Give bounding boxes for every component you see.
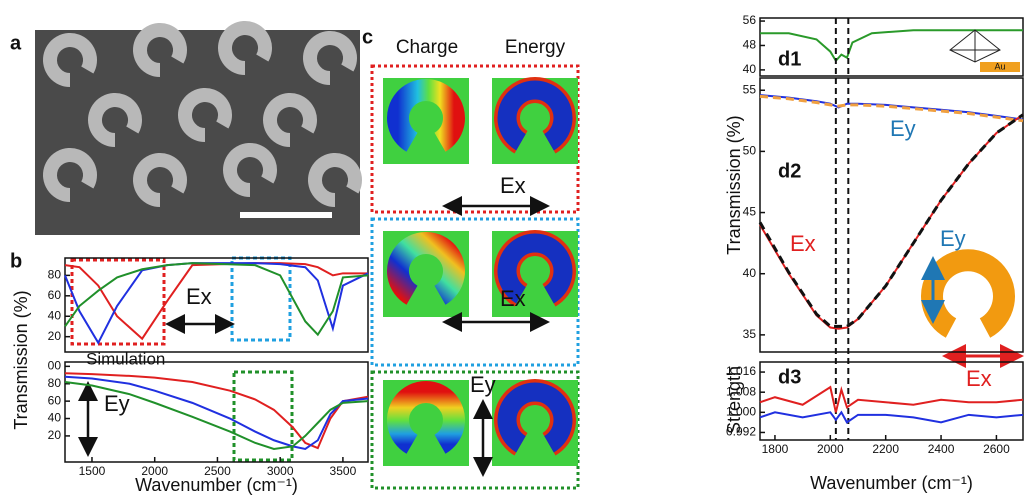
energy-map (497, 233, 573, 304)
series-line (64, 372, 369, 450)
x-tick-label: 2000 (817, 442, 844, 456)
scale-bar (240, 212, 332, 218)
highlight-box (232, 370, 294, 462)
y-axis-label: Strength (724, 366, 744, 434)
y-tick-label: 20 (48, 329, 62, 343)
series-line (64, 262, 369, 345)
y-tick-label: 48 (743, 38, 757, 52)
y-tick-label: 1.008 (726, 384, 756, 398)
crescent (88, 93, 142, 148)
column-header: Energy (505, 37, 566, 58)
highlight-box (230, 256, 292, 342)
y-tick-label: 60 (48, 393, 62, 407)
energy-map (497, 80, 573, 151)
x-tick-label: 2400 (928, 442, 955, 456)
plot-frame (759, 77, 1024, 353)
y-tick-label: 00 (48, 359, 62, 373)
plot-frame (64, 361, 369, 463)
crescent (178, 88, 232, 143)
molecule-inset (949, 29, 1020, 72)
y-tick-label: 40 (48, 411, 62, 425)
crescent (133, 153, 187, 208)
panel-label: d1 (778, 48, 801, 70)
y-tick-label: 1.016 (726, 364, 756, 378)
y-tick-label: 55 (743, 82, 757, 96)
y-tick-label: 50 (743, 144, 757, 158)
y-tick-label: 1.000 (726, 404, 756, 418)
y-tick-label: 56 (743, 13, 757, 27)
column-header: Charge (396, 37, 458, 58)
y-axis-label: Transmission (%) (11, 290, 31, 429)
crescent (43, 148, 97, 203)
series-line (64, 262, 369, 337)
x-tick-label: 1800 (762, 442, 789, 456)
crescent (218, 21, 272, 75)
series-line (758, 113, 1024, 328)
panel-label: a (10, 32, 22, 54)
charge-map (387, 79, 465, 152)
series-line (759, 385, 1024, 413)
y-tick-label: 45 (743, 205, 757, 219)
x-tick-label: 2500 (204, 464, 231, 478)
series-line (64, 381, 369, 450)
panel-label: b (10, 250, 22, 272)
crescent-inset (921, 249, 1015, 338)
annotation: Ey (104, 391, 130, 416)
y-axis-label: Transmission (%) (724, 115, 744, 254)
x-tick-label: 3000 (267, 464, 294, 478)
x-tick-label: 3500 (330, 464, 357, 478)
y-tick-label: 80 (48, 376, 62, 390)
panel-label: c (362, 26, 373, 48)
y-tick-label: 60 (48, 288, 62, 302)
x-tick-label: 2200 (872, 442, 899, 456)
panel-label: d2 (778, 160, 801, 182)
x-tick-label: 2600 (983, 442, 1010, 456)
crescent (133, 23, 187, 77)
sem-crescents (43, 21, 362, 208)
crescent (308, 153, 362, 208)
crescent (263, 93, 317, 148)
x-axis-label: Wavenumber (cm⁻¹) (135, 475, 298, 495)
y-tick-label: 80 (48, 268, 62, 282)
annotation: Ex (966, 366, 992, 391)
crescent (223, 143, 277, 198)
series-line (759, 94, 1024, 123)
annotation: Simulation (86, 349, 165, 368)
y-tick-label: 40 (48, 308, 62, 322)
series-line (759, 410, 1024, 424)
annotation: Ey (890, 116, 916, 141)
y-tick-label: 40 (743, 266, 757, 280)
plot-frame (759, 17, 1024, 77)
highlight-box (70, 258, 166, 346)
x-axis-label: Wavenumber (cm⁻¹) (810, 473, 973, 493)
charge-map (387, 381, 465, 454)
x-tick-label: 1500 (79, 464, 106, 478)
annotation: Ex (790, 231, 816, 256)
panel-label: d3 (778, 366, 801, 388)
annotation: Ex (186, 284, 212, 309)
charge-map (387, 232, 465, 305)
plot-frame (759, 361, 1024, 441)
field-maps (383, 77, 578, 466)
y-tick-label: 35 (743, 327, 757, 341)
y-tick-label: 0.992 (726, 425, 756, 439)
annotation: Ey (470, 372, 496, 397)
plot-frame (64, 257, 369, 353)
energy-map (497, 382, 573, 453)
crescent (43, 33, 97, 87)
y-tick-label: 20 (48, 428, 62, 442)
annotation: Ey (940, 226, 966, 251)
y-tick-label: 40 (743, 62, 757, 76)
series-line (760, 29, 1023, 63)
crescent (303, 31, 357, 85)
annotation: Ex (500, 173, 526, 198)
x-tick-label: 2000 (141, 464, 168, 478)
annotation: Ex (500, 286, 526, 311)
series-line (64, 375, 369, 451)
inset-label: Au (994, 61, 1005, 71)
